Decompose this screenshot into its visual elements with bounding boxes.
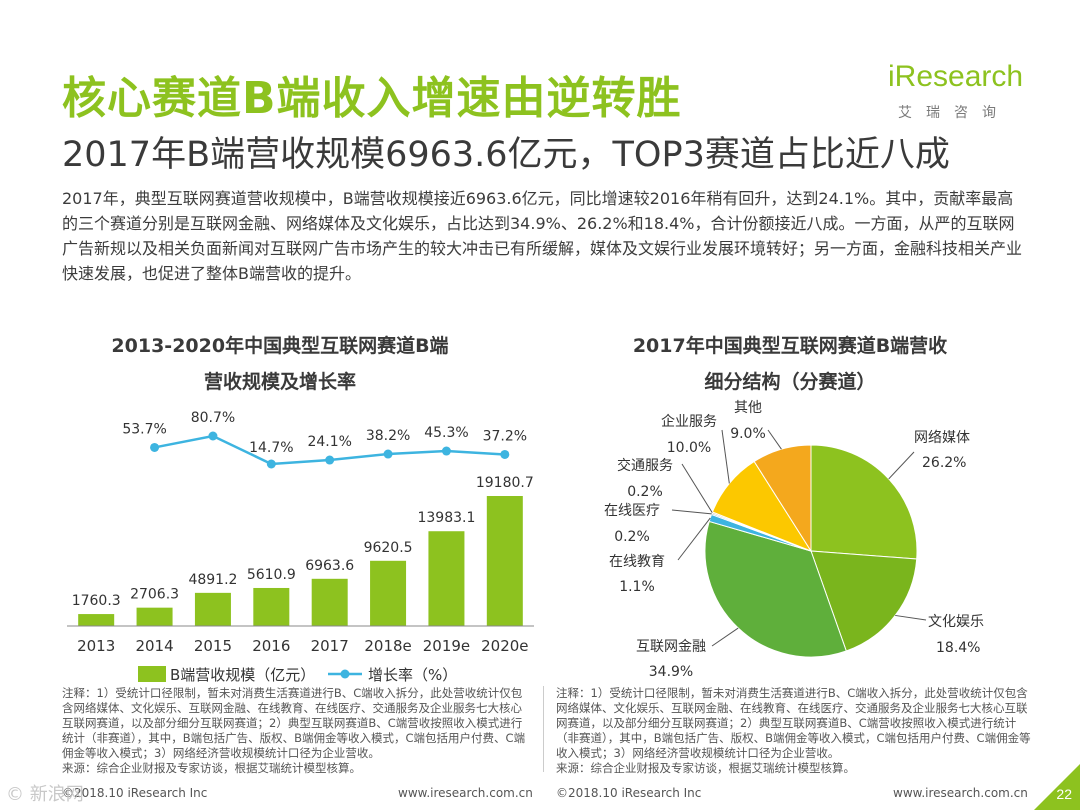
growth-point-2018e [383,449,393,459]
growth-label-2016: 14.7% [249,440,293,456]
page-corner [1034,764,1080,810]
note-right: 注释：1）受统计口径限制，暂未对消费生活赛道进行B、C端收入拆分，此处营收统计仅… [556,686,1036,776]
note-left-source: 来源：综合企业财报及专家访谈，根据艾瑞统计模型核算。 [62,761,361,775]
page-subtitle: 2017年B端营收规模6963.6亿元，TOP3赛道占比近八成 [62,135,950,175]
bar-chart-title-line2: 营收规模及增长率 [203,371,356,393]
growth-point-2014 [150,442,160,452]
bar-label-2017: 6963.6 [305,558,354,574]
footer-left-copyright: ©2018.10 iResearch Inc [62,786,208,800]
pie-slice-2 [704,520,847,658]
logo-cn-text: 艾瑞咨询 [898,105,1010,121]
growth-point-2020e [500,449,510,459]
x-tick-2013: 2013 [77,637,115,655]
bar-2014 [136,607,173,626]
growth-point-2017 [325,455,335,465]
bar-2013 [78,614,115,626]
x-tick-2017: 2017 [311,637,349,655]
pie-label-value-5: 0.2% [627,484,663,500]
growth-point-2016 [266,459,276,469]
x-tick-2014: 2014 [135,637,173,655]
bar-2015 [194,592,231,626]
pie-leader-7 [767,429,782,450]
pie-label-value-0: 26.2% [922,455,966,471]
bar-label-2016: 5610.9 [247,567,296,583]
pie-leader-4 [671,509,712,515]
bar-2017 [311,578,348,626]
bar-2016 [253,587,290,626]
legend-bar-swatch [138,666,166,682]
x-tick-2015: 2015 [194,637,232,655]
page-title: 核心赛道B端收入增速由逆转胜 [62,73,682,124]
bar-chart-title-line1: 2013-2020年中国典型互联网赛道B端 [111,335,449,357]
growth-label-2015: 80.7% [191,410,235,426]
growth-label-2014: 53.7% [122,421,166,437]
pie-label-name-1: 文化娱乐 [928,614,984,630]
bar-2018e [370,560,407,626]
pie-leader-3 [677,517,711,561]
pie-label-name-4: 在线医疗 [604,503,660,519]
bar-2019e [428,531,465,626]
pie-leader-5 [681,463,713,513]
growth-label-2018e: 38.2% [366,428,410,444]
pie-leader-1 [895,614,927,621]
footer-right-copyright: ©2018.10 iResearch Inc [556,786,702,800]
growth-point-2015 [208,431,218,441]
x-tick-2020e: 2020e [481,637,528,655]
bar-label-2014: 2706.3 [130,587,179,603]
bar-label-2013: 1760.3 [72,593,121,609]
pie-label-value-1: 18.4% [936,640,980,656]
bar-label-2020e: 19180.7 [476,475,534,491]
legend-line-marker [340,669,350,679]
pie-label-name-5: 交通服务 [617,457,673,474]
x-tick-2018e: 2018e [364,637,411,655]
pie-label-value-3: 1.1% [619,579,655,595]
summary-paragraph: 2017年，典型互联网赛道营收规模中，B端营收规模接近6963.6亿元，同比增速… [62,189,1023,283]
legend-line-label: 增长率（%） [368,666,457,684]
pie-label-value-6: 10.0% [667,440,711,456]
pie-label-name-0: 网络媒体 [914,430,970,446]
watermark-text: © 新浪网 [6,784,84,805]
note-left-text: 注释：1）受统计口径限制，暂未对消费生活赛道进行B、C端收入拆分，此处营收统计仅… [62,686,526,760]
growth-label-2017: 24.1% [307,434,351,450]
pie-leader-6 [721,429,730,484]
pie-label-name-7: 其他 [734,400,762,416]
bar-2020e [486,496,523,626]
bar-label-2015: 4891.2 [188,572,237,588]
pie-slice-1 [810,550,918,652]
pie-label-name-3: 在线教育 [609,554,665,570]
footer-left-url[interactable]: www.iresearch.com.cn [398,786,533,800]
pie-chart-title: 2017年中国典型互联网赛道B端营收 细分结构（分赛道） [590,328,990,400]
pie-chart-title-line1: 2017年中国典型互联网赛道B端营收 [632,335,948,357]
pie-leader-0 [888,451,915,480]
bar-label-2018e: 9620.5 [364,540,413,556]
bar-chart-title: 2013-2020年中国典型互联网赛道B端 营收规模及增长率 [70,328,490,400]
legend-bar-label: B端营收规模（亿元） [170,666,315,684]
charts-canvas: 1760.3 2013 2706.3 2014 4891.2 2015 5610.9 2016… [67,400,984,684]
footer-right-url[interactable]: www.iresearch.com.cn [893,786,1028,800]
page-number: 22 [1056,786,1072,802]
x-tick-2019e: 2019e [423,637,470,655]
pie-leader-2 [711,627,739,647]
pie-label-name-6: 企业服务 [661,413,717,430]
note-right-source: 来源：综合企业财报及专家访谈，根据艾瑞统计模型核算。 [556,761,855,775]
pie-slice-7 [753,444,812,553]
pie-label-value-7: 9.0% [730,426,766,442]
pie-label-value-4: 0.2% [614,529,650,545]
growth-label-2020e: 37.2% [483,428,527,444]
note-left: 注释：1）受统计口径限制，暂未对消费生活赛道进行B、C端收入拆分，此处营收统计仅… [62,686,532,776]
growth-label-2019e: 45.3% [424,425,468,441]
growth-point-2019e [441,446,451,456]
pie-label-name-2: 互联网金融 [636,639,706,655]
bar-label-2019e: 13983.1 [417,510,475,526]
logo-wordmark: iResearch [888,60,1024,93]
iresearch-logo: iResearch 艾瑞咨询 [888,60,1028,130]
note-right-text: 注释：1）受统计口径限制，暂未对消费生活赛道进行B、C端收入拆分，此处营收统计仅… [556,686,1031,760]
pie-label-value-2: 34.9% [649,664,693,680]
pie-slice-0 [810,444,918,560]
pie-chart-title-line2: 细分结构（分赛道） [704,371,876,393]
note-divider [543,686,544,772]
x-tick-2016: 2016 [252,637,290,655]
